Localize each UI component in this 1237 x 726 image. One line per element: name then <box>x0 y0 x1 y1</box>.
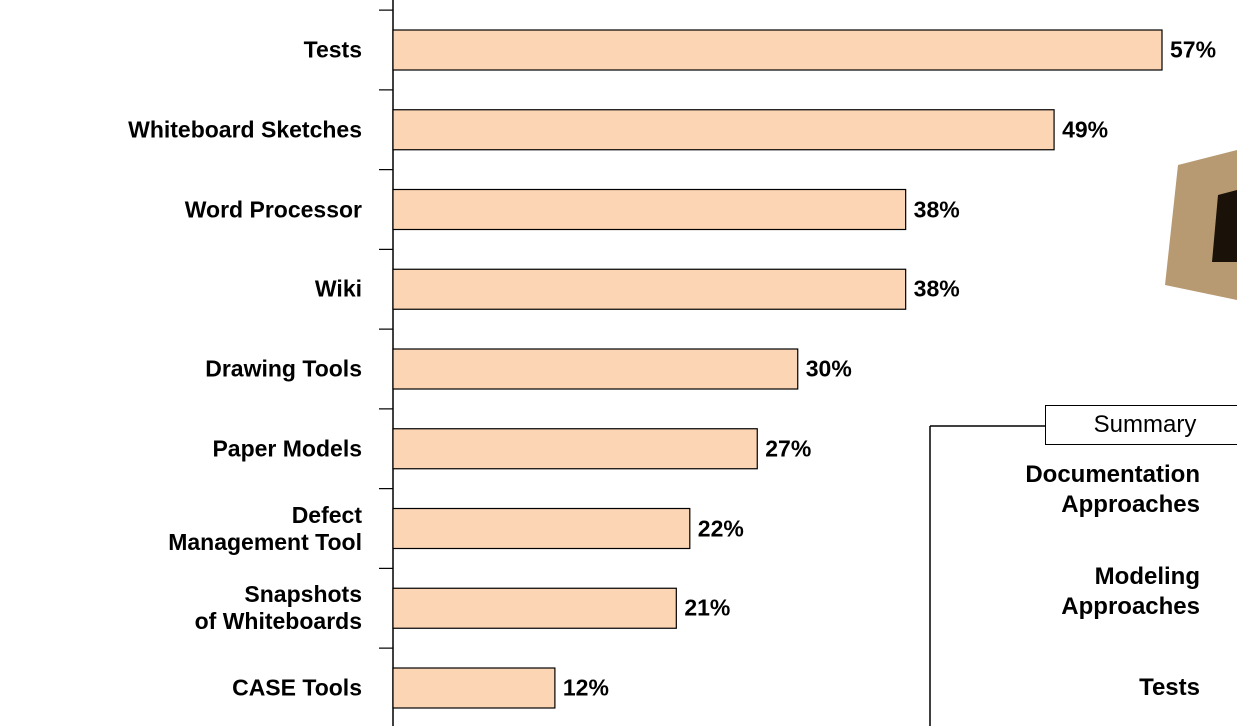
decorative-image <box>1165 150 1237 300</box>
bar <box>392 29 1163 71</box>
bar <box>392 109 1055 151</box>
value-label: 30% <box>805 355 852 382</box>
category-label: Whiteboard Sketches <box>128 116 362 143</box>
value-label: 27% <box>765 435 812 462</box>
bar <box>392 587 677 629</box>
bar <box>392 428 758 470</box>
category-label: Drawing Tools <box>205 355 362 382</box>
value-label: 57% <box>1170 36 1217 63</box>
bar <box>392 348 799 390</box>
category-label: CASE Tools <box>232 674 362 701</box>
bar <box>392 268 907 310</box>
value-label: 49% <box>1062 116 1109 143</box>
bar <box>392 188 907 231</box>
value-label: 12% <box>562 674 609 701</box>
summary-item: Tests <box>1139 674 1200 701</box>
value-label: 22% <box>697 515 744 541</box>
summary-item: Modeling Approaches <box>1061 563 1200 620</box>
summary-title: Summary <box>1045 405 1237 445</box>
bar <box>392 507 691 550</box>
category-label: Word Processor <box>184 196 362 222</box>
category-label: Defect Management Tool <box>168 501 362 555</box>
category-label: Snapshots of Whiteboards <box>194 581 362 635</box>
bar <box>392 667 556 709</box>
value-label: 38% <box>913 275 960 302</box>
value-label: 21% <box>684 594 731 621</box>
decorative-image-letter <box>1212 190 1237 262</box>
category-label: Wiki <box>314 275 362 302</box>
category-label: Paper Models <box>212 435 362 462</box>
value-label: 38% <box>913 196 960 222</box>
category-label: Tests <box>303 36 362 63</box>
summary-item: Documentation Approaches <box>1025 461 1200 518</box>
